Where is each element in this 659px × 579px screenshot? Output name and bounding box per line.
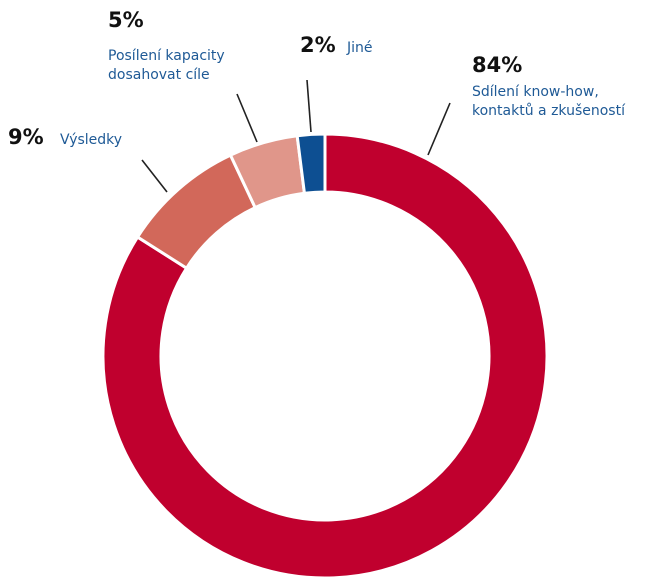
leader-line-kapacita — [236, 93, 258, 143]
category-label-knowhow-line2: kontaktů a zkušeností — [472, 103, 626, 119]
leader-line-vysledky — [141, 159, 168, 193]
pct-label-knowhow: 84% — [472, 53, 522, 77]
category-label-kapacita-line2: dosahovat cíle — [108, 67, 210, 83]
pct-label-kapacita: 5% — [108, 8, 144, 32]
category-label-knowhow-line1: Sdílení know-how, — [472, 84, 599, 100]
leader-line-knowhow — [427, 102, 451, 156]
category-label-jine: Jiné — [346, 40, 373, 56]
pct-label-jine: 2% — [300, 33, 336, 57]
slice-knowhow — [101, 132, 549, 579]
category-label-vysledky: Výsledky — [60, 132, 122, 148]
leader-line-jine — [306, 79, 312, 133]
slice-jine — [295, 132, 327, 195]
pct-label-vysledky: 9% — [8, 125, 44, 149]
donut-slices — [101, 132, 549, 579]
category-label-kapacita-line1: Posílení kapacity — [108, 48, 225, 64]
